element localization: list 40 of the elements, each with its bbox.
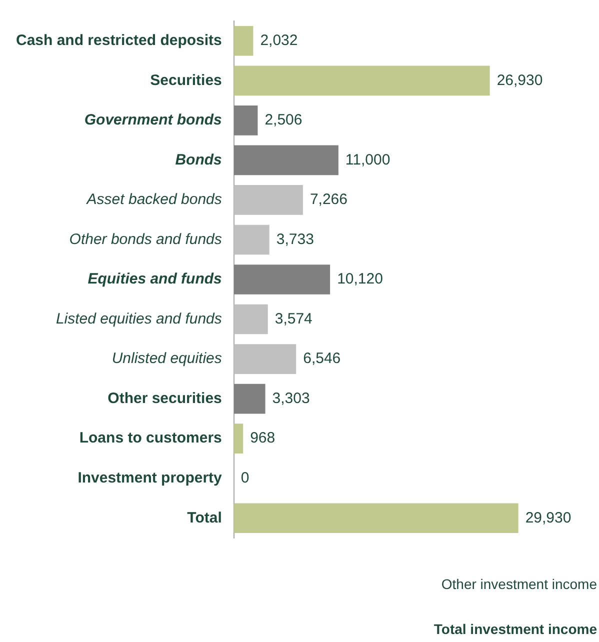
y-tick-label: Other securities — [108, 390, 222, 407]
y-tick-label: Government bonds — [84, 112, 222, 129]
data-label: 2,506 — [264, 112, 302, 129]
y-tick-label: Equities and funds — [88, 270, 222, 288]
bar — [234, 185, 303, 215]
y-tick-label: Unlisted equities — [112, 350, 222, 368]
bar — [234, 304, 268, 334]
y-tick-label: Securities — [150, 72, 222, 89]
y-tick-label: Bonds — [175, 151, 222, 168]
y-tick-label: Asset backed bonds — [86, 191, 222, 208]
data-label: 968 — [250, 430, 276, 447]
data-label: 2,032 — [260, 32, 298, 50]
data-label: 7,266 — [310, 191, 348, 208]
bar — [234, 26, 254, 56]
y-tick-label: Cash and restricted deposits — [16, 32, 222, 50]
text: Other investment income — [441, 576, 598, 592]
data-label: 6,546 — [303, 350, 341, 368]
data-label: 3,303 — [272, 390, 310, 407]
bar — [234, 145, 338, 176]
y-tick-label: Loans to customers — [79, 430, 222, 447]
y-tick-label: Investment property — [78, 469, 223, 486]
data-label: 11,000 — [345, 151, 390, 168]
bar — [234, 384, 266, 414]
data-label: 26,930 — [496, 72, 543, 89]
bar — [234, 503, 518, 534]
data-label: 3,574 — [274, 310, 312, 328]
data-label: 0 — [240, 469, 250, 486]
data-label: 3,733 — [276, 230, 314, 248]
data-label: 10,120 — [337, 270, 383, 288]
text: Total investment income — [434, 620, 598, 637]
y-tick-label: Listed equities and funds — [56, 310, 222, 328]
bar — [234, 66, 490, 96]
bar — [234, 224, 270, 255]
data-label: 29,930 — [525, 509, 572, 526]
y-tick-label: Other bonds and funds — [69, 230, 222, 248]
bar — [234, 106, 258, 136]
y-tick-label: Total — [187, 509, 222, 526]
bar — [234, 344, 296, 374]
bar — [234, 424, 244, 454]
bar — [234, 264, 330, 294]
